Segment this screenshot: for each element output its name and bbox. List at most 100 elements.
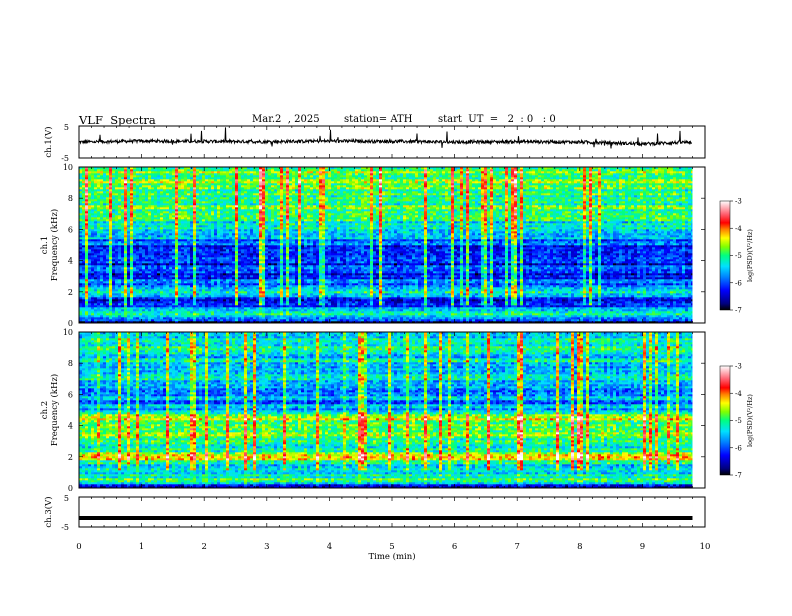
ch1-spectrogram-cell: [100, 307, 103, 309]
ch1-spectrogram-cell: [115, 171, 118, 173]
ch1-spectrogram-cell: [121, 209, 124, 211]
ch1-spectrogram-cell: [118, 189, 121, 191]
ch1-spectrogram-cell: [124, 295, 127, 297]
ch1-spectrogram-cell: [91, 171, 94, 173]
ch1-spectrogram-cell: [112, 273, 115, 275]
ch1-spectrogram-cell: [124, 315, 127, 317]
ch1-spectrogram-cell: [88, 229, 91, 231]
ch1-spectrogram-cell: [85, 205, 88, 207]
ch1-spectrogram-cell: [97, 225, 100, 227]
ch1-spectrogram-cell: [118, 285, 121, 287]
ch1-spectrogram-cell: [85, 301, 88, 303]
ch1-spectrogram-cell: [97, 185, 100, 187]
ch1-spectrogram-cell: [106, 185, 109, 187]
ch1-spectrogram-cell: [118, 287, 121, 289]
ch1-spectrogram-cell: [94, 235, 97, 237]
ch1-spectrogram-cell: [94, 233, 97, 235]
ch1-spectrogram-cell: [100, 235, 103, 237]
ch1-spectrogram-cell: [112, 267, 115, 269]
ch1-spectrogram-cell: [100, 267, 103, 269]
ch1-spectrogram-cell: [124, 275, 127, 277]
ch1-spectrogram-cell: [109, 199, 112, 201]
ch1-spectrogram-cell: [115, 189, 118, 191]
ch1-spectrogram-cell: [97, 193, 100, 195]
ch1-spectrogram-cell: [106, 191, 109, 193]
ch1-spectrogram-cell: [94, 241, 97, 243]
ch1-spectrogram-cell: [94, 313, 97, 315]
ch1-spectrogram-cell: [82, 181, 85, 183]
ch1-spectrogram-cell: [103, 221, 106, 223]
ch1-spectrogram-cell: [97, 197, 100, 199]
ch1-spectrogram-cell: [85, 223, 88, 225]
ch1-spectrogram-cell: [100, 247, 103, 249]
ch1-spectrogram-cell: [118, 221, 121, 223]
ch1-spectrogram-cell: [121, 275, 124, 277]
ch1-spectrogram-cell: [112, 243, 115, 245]
ch1-spectrogram-cell: [100, 243, 103, 245]
ch1-spectrogram-cell: [94, 265, 97, 267]
ch1-spectrogram-cell: [103, 231, 106, 233]
ch1-spectrogram-cell: [97, 223, 100, 225]
ch1-spectrogram-cell: [103, 227, 106, 229]
ch1-spectrogram-cell: [94, 309, 97, 311]
ch1-spectrogram-cell: [115, 203, 118, 205]
ch1-spectrogram-cell: [85, 201, 88, 203]
ch1-spectrogram-cell: [88, 225, 91, 227]
ch1-spectrogram-cell: [106, 259, 109, 261]
ch1-spectrogram-cell: [115, 319, 118, 321]
ch1-spectrogram-cell: [100, 199, 103, 201]
ch1-spectrogram-cell: [91, 237, 94, 239]
ch1-spectrogram-cell: [91, 259, 94, 261]
ch1-spectrogram-cell: [94, 169, 97, 171]
ch1-spectrogram-cell: [118, 203, 121, 205]
ch1-spectrogram-cell: [103, 261, 106, 263]
ch1-spectrogram-cell: [82, 241, 85, 243]
ch1-spectrogram-cell: [94, 237, 97, 239]
ch1-spectrogram-cell: [85, 191, 88, 193]
ch1-spectrogram-cell: [109, 171, 112, 173]
ch1-spectrogram-cell: [88, 305, 91, 307]
ch1-spectrogram-cell: [115, 179, 118, 181]
ch1-spectrogram-cell: [115, 307, 118, 309]
ch1-spectrogram-cell: [88, 189, 91, 191]
ch1-spectrogram-cell: [109, 209, 112, 211]
ch1-spectrogram-cell: [109, 191, 112, 193]
ch1-spectrogram-cell: [112, 311, 115, 313]
ch1-spectrogram-cell: [82, 257, 85, 259]
ch1-spectrogram-cell: [97, 231, 100, 233]
ch1-spectrogram-cell: [118, 295, 121, 297]
ch1-spectrogram-cell: [88, 253, 91, 255]
ch1-spectrogram-cell: [82, 309, 85, 311]
ch1-spectrogram-cell: [91, 179, 94, 181]
ch1-spectrogram-cell: [91, 221, 94, 223]
ch1-spectrogram-cell: [106, 253, 109, 255]
ch1-spectrogram-cell: [91, 181, 94, 183]
ch1-spectrogram-cell: [121, 181, 124, 183]
ch1-spectrogram-cell: [100, 275, 103, 277]
ch1-spectrogram-cell: [85, 195, 88, 197]
ch1-spectrogram-cell: [124, 301, 127, 303]
ch1-spectrogram-cell: [112, 195, 115, 197]
ch1-spectrogram-cell: [115, 247, 118, 249]
ch1-spectrogram-cell: [94, 179, 97, 181]
ch1-spectrogram-cell: [109, 195, 112, 197]
ch1-spectrogram-cell: [94, 315, 97, 317]
ch1-spectrogram-cell: [100, 279, 103, 281]
ch1-spectrogram-cell: [103, 285, 106, 287]
ch1-spectrogram-cell: [85, 227, 88, 229]
ch1-spectrogram-cell: [109, 219, 112, 221]
ch1-spectrogram-cell: [103, 217, 106, 219]
ch1-spectrogram-cell: [103, 263, 106, 265]
ch1-spectrogram-cell: [115, 293, 118, 295]
ch1-spectrogram-cell: [91, 233, 94, 235]
ch1-spectrogram-cell: [106, 283, 109, 285]
ch1-spectrogram-cell: [124, 273, 127, 275]
ch1-spectrogram-cell: [115, 283, 118, 285]
ch1-spectrogram-cell: [115, 195, 118, 197]
ch1-spectrogram-cell: [97, 287, 100, 289]
ch1-spectrogram-cell: [124, 281, 127, 283]
ch1-spectrogram-cell: [106, 215, 109, 217]
ch1-spectrogram-cell: [94, 207, 97, 209]
ch1-spectrogram-cell: [103, 225, 106, 227]
ch1-spectrogram-cell: [121, 289, 124, 291]
